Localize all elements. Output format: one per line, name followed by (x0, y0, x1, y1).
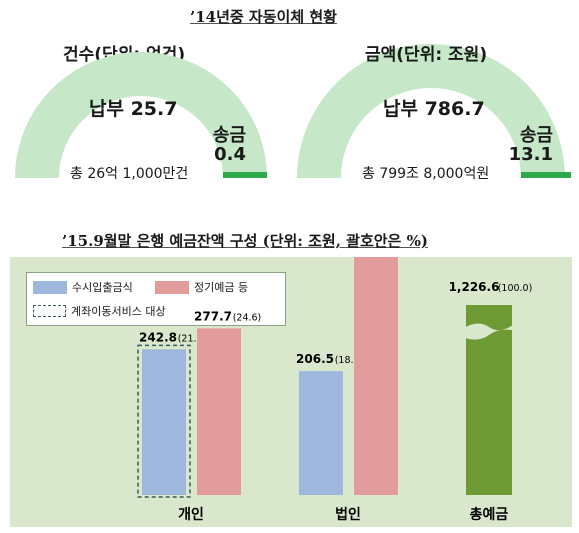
category-label: 법인 (335, 506, 361, 523)
bar-value-label: 206.5 (296, 352, 334, 366)
legend-swatch-time (155, 280, 189, 294)
gauge-amount-subtitle: 금액(단위: 조원) (365, 45, 488, 65)
legend-item-target: 계좌이동서비스 대상 (33, 303, 166, 319)
legend-label-time: 정기예금 등 (194, 281, 249, 294)
gauge-amount-side-value: 13.1 (508, 144, 553, 165)
legend-item-time: 정기예금 등 (155, 279, 248, 295)
category-label: 개인 (178, 506, 204, 523)
axis-break-mark (462, 323, 516, 340)
bar-share-label: (18.3) (335, 355, 364, 366)
gauge-amount-side: 송금 13.1 (495, 126, 553, 164)
bar-value-label: 242.8 (139, 330, 177, 344)
legend-label-demand: 수시입출금식 (72, 281, 133, 294)
gauge-count-main-label: 납부 25.7 (89, 98, 178, 120)
gauge-count-side-label: 송금 (212, 125, 246, 146)
chart-title: ’15.9월말 은행 예금잔액 구성 (단위: 조원, 괄호안은 %) (62, 232, 428, 250)
top-title: ’14년중 자동이체 현황 (190, 8, 337, 26)
chart-panel: 수시입출금식 정기예금 등 계좌이동서비스 대상 242.8 (21.6) 277.… (10, 257, 572, 527)
gauge-count-side: 송금 0.4 (196, 126, 246, 164)
gauge-count-main-arc (15, 52, 267, 179)
bar-value-label: 1,226.6 (449, 280, 500, 294)
bar-share-label: (21.6) (178, 333, 207, 344)
bar-value-label: 277.7 (194, 309, 232, 323)
legend-item-demand: 수시입출금식 (33, 279, 133, 295)
bar-share-label: (24.6) (233, 312, 262, 323)
legend-swatch-demand (33, 280, 67, 294)
gauge-amount-total: 총 799조 8,000억원 (362, 166, 490, 182)
bar-chart: 242.8(21.6)277.7(24.6)206.5(18.3)399.6(3… (137, 257, 533, 523)
category-label: 총예금 (470, 507, 509, 523)
gauge-count-total: 총 26억 1,000만건 (70, 166, 189, 182)
bar-1-1 (354, 257, 398, 495)
gauge-count-arc (15, 44, 571, 179)
gauge-count-side-value: 0.4 (214, 144, 246, 165)
highlight-box (137, 344, 191, 498)
legend-swatch-target (33, 305, 66, 317)
bar-share-label: (100.0) (498, 283, 533, 294)
gauge-amount-side-label: 송금 (519, 125, 553, 146)
chart-legend: 수시입출금식 정기예금 등 계좌이동서비스 대상 (26, 272, 286, 326)
bar-0-1 (197, 328, 241, 495)
bar-0-0 (142, 349, 186, 495)
gauge-amount-main-label: 납부 786.7 (383, 98, 485, 120)
gauge-amount-main-arc (297, 44, 565, 179)
bar-1-0 (299, 371, 343, 495)
legend-label-target: 계좌이동서비스 대상 (71, 305, 166, 318)
